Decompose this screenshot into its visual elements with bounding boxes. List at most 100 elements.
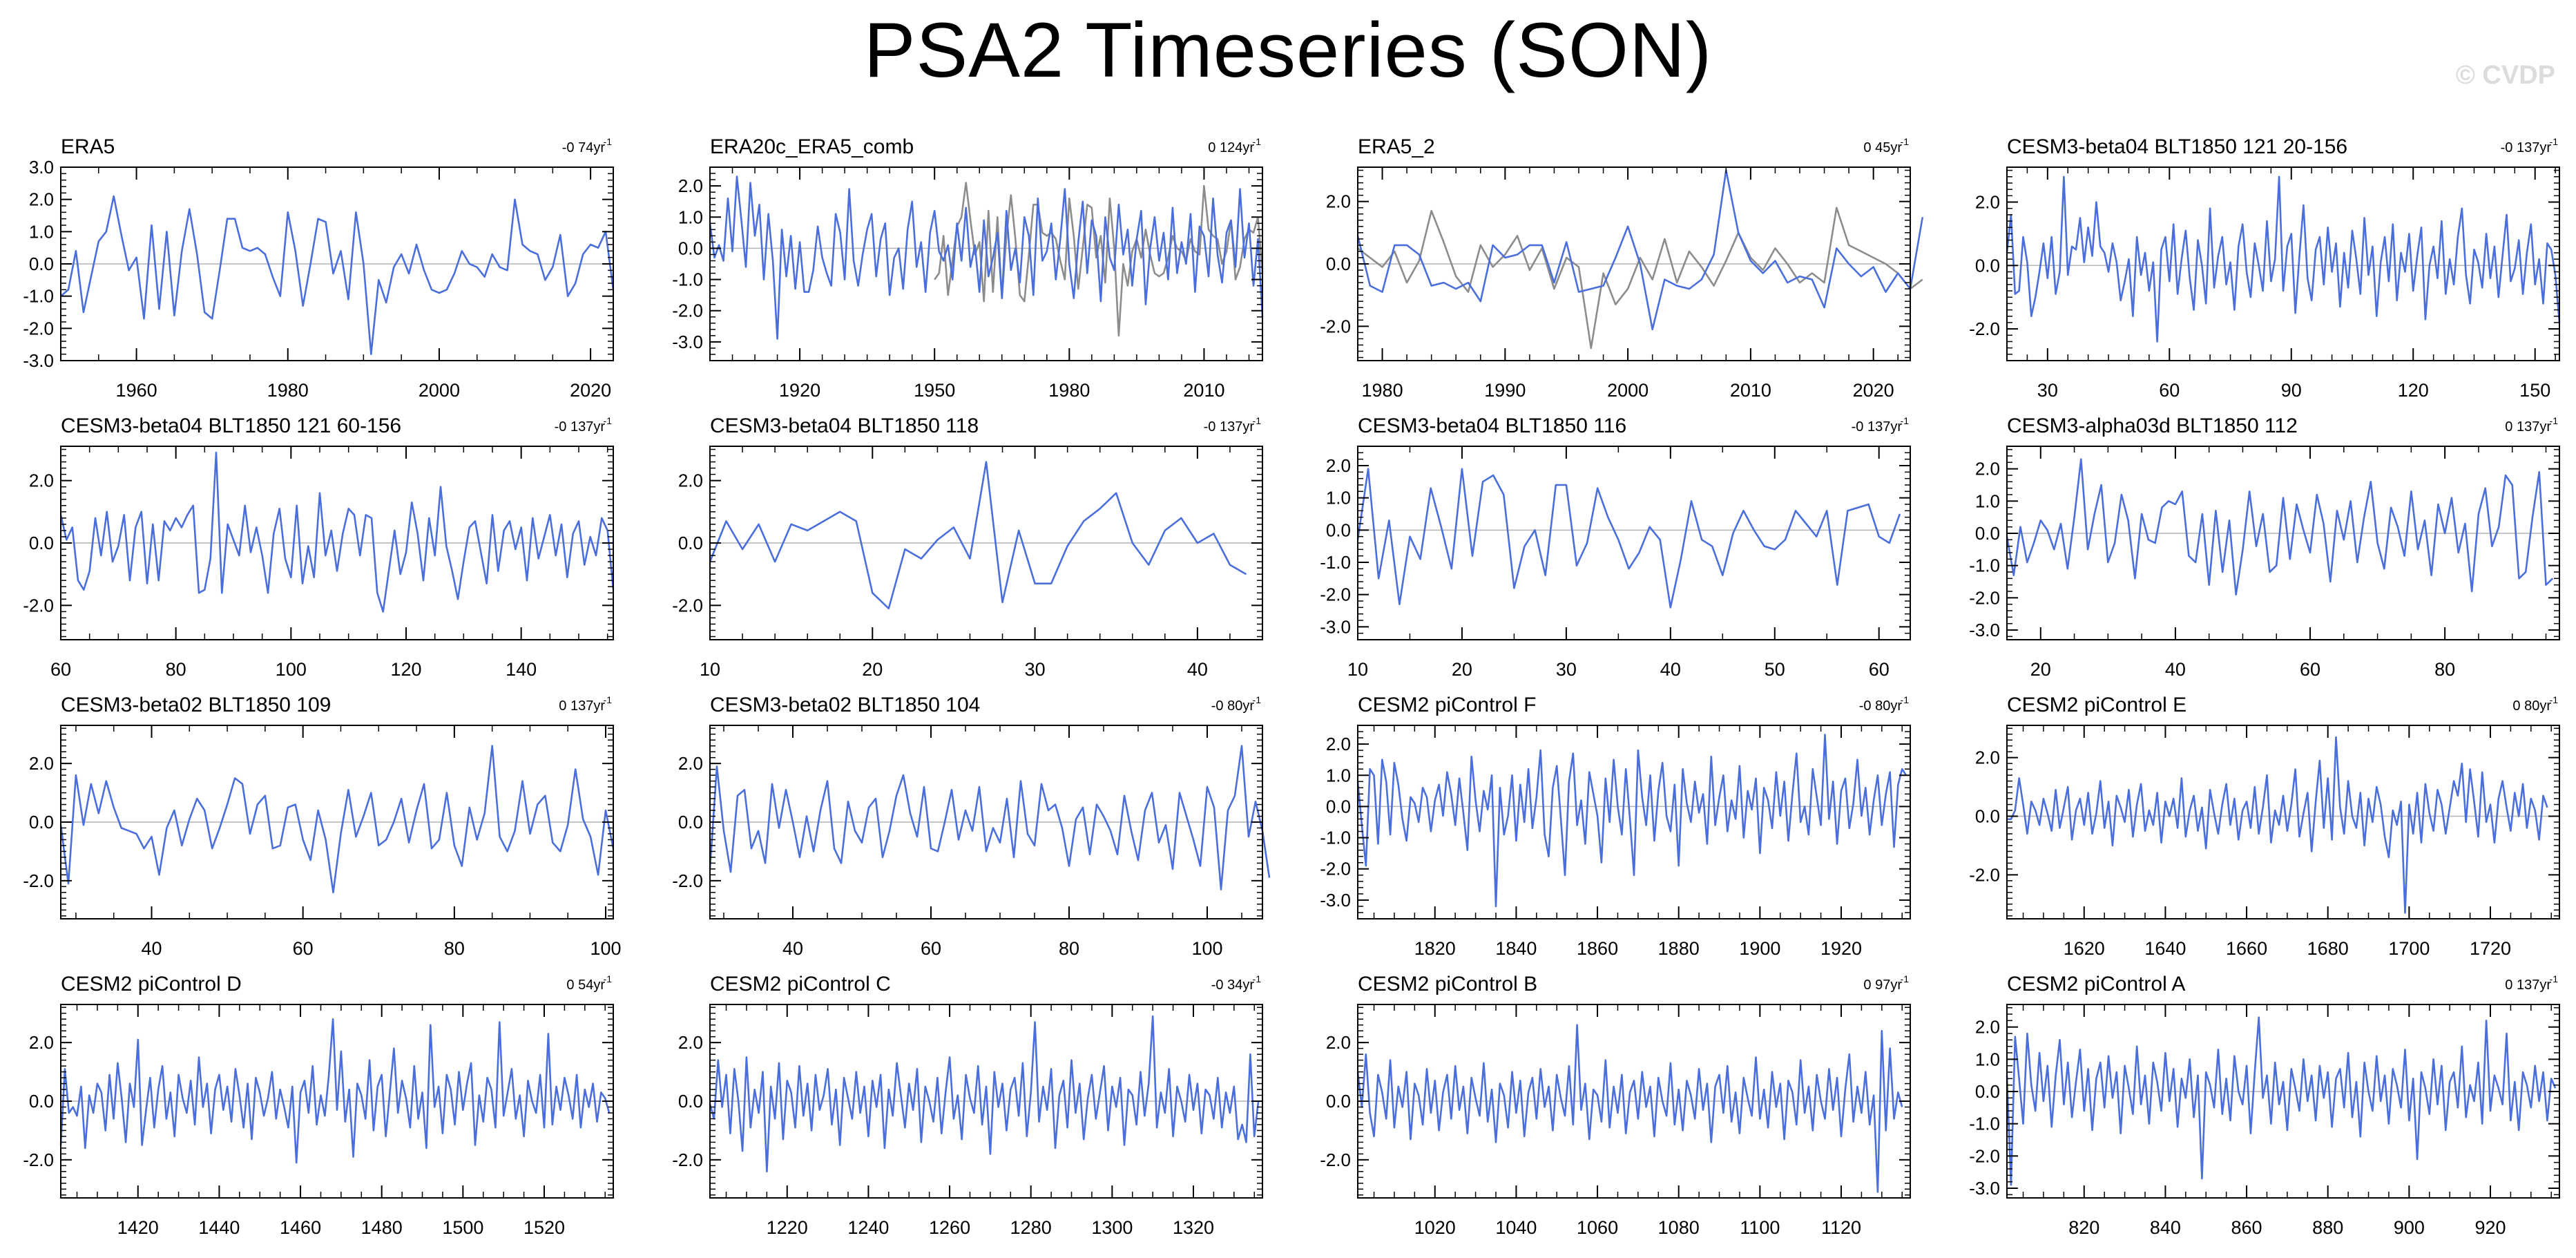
x-tick-label: 40 xyxy=(1660,659,1681,680)
x-tick-label: 20 xyxy=(1452,659,1472,680)
plot-frame xyxy=(2006,446,2560,640)
trend-superscript: -1 xyxy=(604,694,613,705)
x-tick-label: 2000 xyxy=(419,380,460,401)
y-tick-label: -2.0 xyxy=(23,595,54,616)
panel-title: CESM2 piControl C xyxy=(710,973,891,995)
y-tick-label: -1.0 xyxy=(1969,555,2000,576)
y-tick-label: -1.0 xyxy=(672,269,703,290)
chart-panel: 1960 1980 2000 2020 -3.0 -2.0 -1.0 0.0 1.0 2.0 3.0… xyxy=(23,135,615,401)
x-tick-label: 1460 xyxy=(280,1217,321,1238)
copyright-watermark: © CVDP xyxy=(2455,61,2555,90)
x-tick-label: 1440 xyxy=(198,1217,240,1238)
x-tick-label: 1980 xyxy=(1362,380,1403,401)
y-tick-label: -1.0 xyxy=(1320,552,1351,573)
y-tick-label: 2.0 xyxy=(678,175,703,196)
y-tick-label: -2.0 xyxy=(1969,864,2000,885)
x-tick-label: 140 xyxy=(506,659,537,680)
y-tick-label: 0.0 xyxy=(1975,1081,2000,1102)
model-series-line xyxy=(709,745,1271,890)
y-tick-label: -2.0 xyxy=(672,301,703,321)
x-tick-label: 1880 xyxy=(1658,938,1700,959)
trend-label: 0 97yr xyxy=(1863,978,1902,993)
trend-label: -0 80yr xyxy=(1211,698,1255,714)
y-tick-label: -2.0 xyxy=(23,870,54,891)
y-tick-label: 2.0 xyxy=(1975,747,2000,768)
x-tick-label: 80 xyxy=(444,938,465,959)
y-tick-label: 0.0 xyxy=(1326,520,1351,540)
chart-panel: 1220 1240 1260 1280 1300 1320 -2.0 0.0 2.0 CESM2 … xyxy=(672,973,1263,1238)
x-tick-label: 100 xyxy=(1191,938,1222,959)
x-tick-label: 2010 xyxy=(1730,380,1771,401)
x-tick-label: 1080 xyxy=(1658,1217,1700,1238)
y-tick-label: 2.0 xyxy=(1975,459,2000,479)
x-tick-label: 1300 xyxy=(1091,1217,1133,1238)
x-tick-label: 1220 xyxy=(767,1217,808,1238)
x-tick-label: 10 xyxy=(1347,659,1368,680)
y-tick-label: -3.0 xyxy=(1320,890,1351,911)
chart-panel: 1820 1840 1860 1880 1900 1920 -3.0 -2.0 -1.0 0.0 1… xyxy=(1320,694,1911,959)
model-series-line xyxy=(709,175,1264,340)
x-tick-label: 1960 xyxy=(116,380,157,401)
y-tick-label: -2.0 xyxy=(672,870,703,891)
trend-superscript: -1 xyxy=(604,973,613,984)
trend-label: -0 34yr xyxy=(1211,978,1255,993)
chart-title: PSA2 Timeseries (SON) xyxy=(863,7,1713,93)
y-tick-label: 0.0 xyxy=(1975,806,2000,827)
x-tick-label: 10 xyxy=(700,659,720,680)
x-tick-label: 1240 xyxy=(847,1217,889,1238)
y-tick-label: 0.0 xyxy=(29,812,54,832)
model-series-line xyxy=(1356,734,1907,908)
trend-label: 0 137yr xyxy=(559,698,605,714)
model-series-line xyxy=(1356,1024,1903,1193)
x-tick-label: 920 xyxy=(2474,1217,2506,1238)
y-tick-label: -3.0 xyxy=(672,332,703,352)
x-tick-label: 40 xyxy=(782,938,803,959)
y-tick-label: 0.0 xyxy=(29,1091,54,1112)
trend-label: 0 80yr xyxy=(2512,698,2551,714)
model-series-line xyxy=(2006,1016,2557,1186)
chart-panel: 1020 1040 1060 1080 1100 1120 -2.0 0.0 2.0 CESM2 … xyxy=(1320,973,1911,1238)
x-tick-label: 1680 xyxy=(2307,938,2349,959)
x-tick-label: 840 xyxy=(2150,1217,2181,1238)
trend-superscript: -1 xyxy=(604,136,613,147)
x-tick-label: 2020 xyxy=(1853,380,1894,401)
x-tick-label: 1100 xyxy=(1740,1217,1780,1238)
trend-superscript: -1 xyxy=(1253,694,1262,705)
trend-superscript: -1 xyxy=(2550,415,2559,426)
y-tick-label: 0.0 xyxy=(1326,254,1351,274)
panel-title: ERA20c_ERA5_comb xyxy=(710,135,914,158)
x-tick-label: 2000 xyxy=(1607,380,1649,401)
y-tick-label: 1.0 xyxy=(678,207,703,227)
y-tick-label: 2.0 xyxy=(678,470,703,491)
panel-title: CESM3-beta04 BLT1850 118 xyxy=(710,414,979,437)
panel-title: ERA5_2 xyxy=(1358,135,1435,158)
panel-title: CESM3-alpha03d BLT1850 112 xyxy=(2007,414,2298,437)
y-tick-label: 0.0 xyxy=(678,1091,703,1112)
model-series-line xyxy=(60,195,615,356)
trend-label: 0 137yr xyxy=(2505,419,2551,435)
plot-frame xyxy=(2006,1004,2560,1199)
plot-frame xyxy=(1357,725,1911,919)
trend-superscript: -1 xyxy=(2550,973,2559,984)
x-tick-label: 1420 xyxy=(117,1217,159,1238)
x-tick-label: 1920 xyxy=(779,380,820,401)
y-tick-label: 2.0 xyxy=(29,189,54,210)
y-tick-label: 2.0 xyxy=(29,1032,54,1053)
x-tick-label: 80 xyxy=(2434,659,2455,680)
y-tick-label: 2.0 xyxy=(1975,1017,2000,1038)
x-tick-label: 1820 xyxy=(1414,938,1456,959)
y-tick-label: 2.0 xyxy=(29,470,54,491)
x-tick-label: 120 xyxy=(2398,380,2429,401)
panel-title: CESM3-beta04 BLT1850 121 20-156 xyxy=(2007,135,2347,158)
x-tick-label: 60 xyxy=(293,938,314,959)
x-tick-label: 80 xyxy=(166,659,186,680)
x-tick-label: 1260 xyxy=(929,1217,970,1238)
y-tick-label: 1.0 xyxy=(1975,490,2000,511)
chart-panel: 820 840 860 880 900 920 -3.0 -2.0 -1.0 0.0 1.0 2.0 C… xyxy=(1969,973,2560,1238)
y-tick-label: 0.0 xyxy=(678,238,703,258)
chart-panel: 20 40 60 80 -3.0 -2.0 -1.0 0.0 1.0 2.0 CESM3-alpha… xyxy=(1969,414,2560,680)
y-tick-label: 0.0 xyxy=(29,254,54,274)
x-tick-label: 60 xyxy=(2159,380,2180,401)
x-tick-label: 1700 xyxy=(2388,938,2430,959)
